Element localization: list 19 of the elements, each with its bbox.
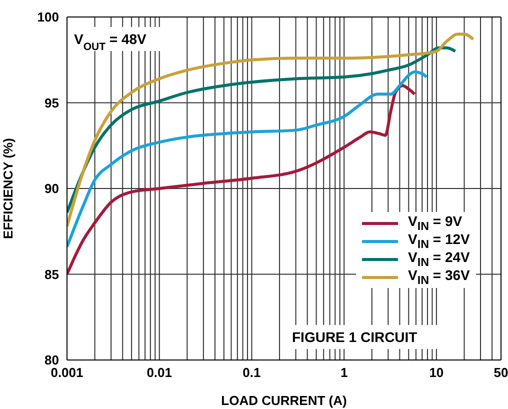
legend-label: V$_{IN}$ = 12V bbox=[408, 231, 470, 251]
x-tick-label: 0.001 bbox=[50, 365, 84, 380]
annotation: FIGURE 1 CIRCUIT bbox=[292, 329, 418, 345]
y-tick-label: 80 bbox=[44, 352, 59, 368]
x-axis-title: LOAD CURRENT (A) bbox=[221, 393, 347, 408]
annotation: V$_{OUT}$ = 48V bbox=[74, 31, 148, 53]
y-tick-label: 90 bbox=[44, 181, 59, 196]
x-tick-label: 0.1 bbox=[242, 365, 261, 380]
x-tick-label: 0.01 bbox=[146, 365, 172, 380]
x-tick-label: 1 bbox=[340, 365, 348, 380]
legend-label: V$_{IN}$ = 24V bbox=[408, 249, 470, 269]
x-tick-label: 10 bbox=[429, 365, 444, 380]
legend-label: V$_{IN}$ = 36V bbox=[408, 267, 470, 287]
y-axis-title: EFFICIENCY (%) bbox=[0, 138, 16, 239]
y-tick-label: 85 bbox=[44, 266, 59, 282]
legend-label: V$_{IN}$ = 9V bbox=[408, 213, 462, 233]
y-tick-label: 95 bbox=[44, 95, 59, 110]
y-tick-label: 100 bbox=[37, 10, 59, 25]
x-tick-label: 50 bbox=[494, 365, 508, 380]
